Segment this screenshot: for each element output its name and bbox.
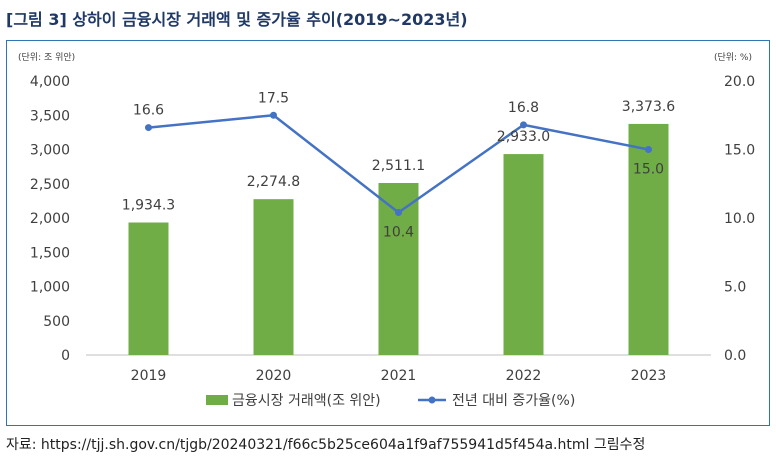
y-left-tick-label: 1,000 <box>30 280 70 296</box>
legend-bar-swatch <box>206 395 228 405</box>
y-left-unit: (단위: 조 위안) <box>18 52 75 63</box>
growth-point-2022 <box>520 121 527 129</box>
y-right-tick-label: 5.0 <box>724 280 746 296</box>
y-right-tick-label: 15.0 <box>724 143 755 159</box>
growth-point-2023 <box>645 146 652 153</box>
y-left-tick-label: 2,000 <box>30 211 70 227</box>
chart-frame <box>6 40 770 426</box>
bar-data-label: 2,274.8 <box>247 174 300 190</box>
x-tick-label: 2023 <box>631 368 667 384</box>
y-left-tick-label: 500 <box>43 314 70 330</box>
growth-data-label: 17.5 <box>258 90 289 106</box>
bar-2022 <box>503 154 544 355</box>
y-left-tick-label: 4,000 <box>30 74 70 90</box>
y-left-tick-label: 1,500 <box>30 245 70 261</box>
y-right-tick-label: 20.0 <box>724 74 755 90</box>
growth-data-label: 15.0 <box>633 162 664 178</box>
growth-point-2019 <box>145 124 152 132</box>
growth-point-2021 <box>395 209 402 217</box>
y-left-tick-label: 0 <box>61 348 70 364</box>
x-tick-label: 2021 <box>381 368 417 384</box>
legend-line-marker <box>428 396 436 404</box>
y-left-tick-label: 3,500 <box>30 108 70 124</box>
bar-2020 <box>253 199 294 355</box>
growth-data-label: 16.8 <box>508 100 539 116</box>
growth-data-label: 10.4 <box>383 225 414 241</box>
source-note: 자료: https://tjj.sh.gov.cn/tjgb/20240321/… <box>6 437 646 453</box>
growth-point-2020 <box>270 111 277 119</box>
bar-data-label: 2,933.0 <box>497 129 550 145</box>
growth-data-label: 16.6 <box>133 103 164 119</box>
bar-2021 <box>378 182 419 355</box>
figure-title: [그림 3] 상하이 금융시장 거래액 및 증가율 추이(2019~2023년) <box>6 10 468 29</box>
x-tick-label: 2020 <box>256 368 292 384</box>
y-right-tick-label: 0.0 <box>724 348 746 364</box>
bar-2023 <box>628 123 669 355</box>
y-left-tick-label: 3,000 <box>30 143 70 159</box>
legend-bar-label: 금융시장 거래액(조 위안) <box>232 393 381 409</box>
bar-data-label: 2,511.1 <box>372 158 425 174</box>
y-left-tick-label: 2,500 <box>30 177 70 193</box>
bar-data-label: 1,934.3 <box>122 198 175 214</box>
x-tick-label: 2019 <box>131 368 167 384</box>
x-tick-label: 2022 <box>506 368 542 384</box>
bar-2019 <box>128 222 169 355</box>
y-right-tick-label: 10.0 <box>724 211 755 227</box>
legend-line-label: 전년 대비 증가율(%) <box>452 393 575 409</box>
bar-data-label: 3,373.6 <box>622 99 676 115</box>
y-right-unit: (단위: %) <box>714 52 752 63</box>
